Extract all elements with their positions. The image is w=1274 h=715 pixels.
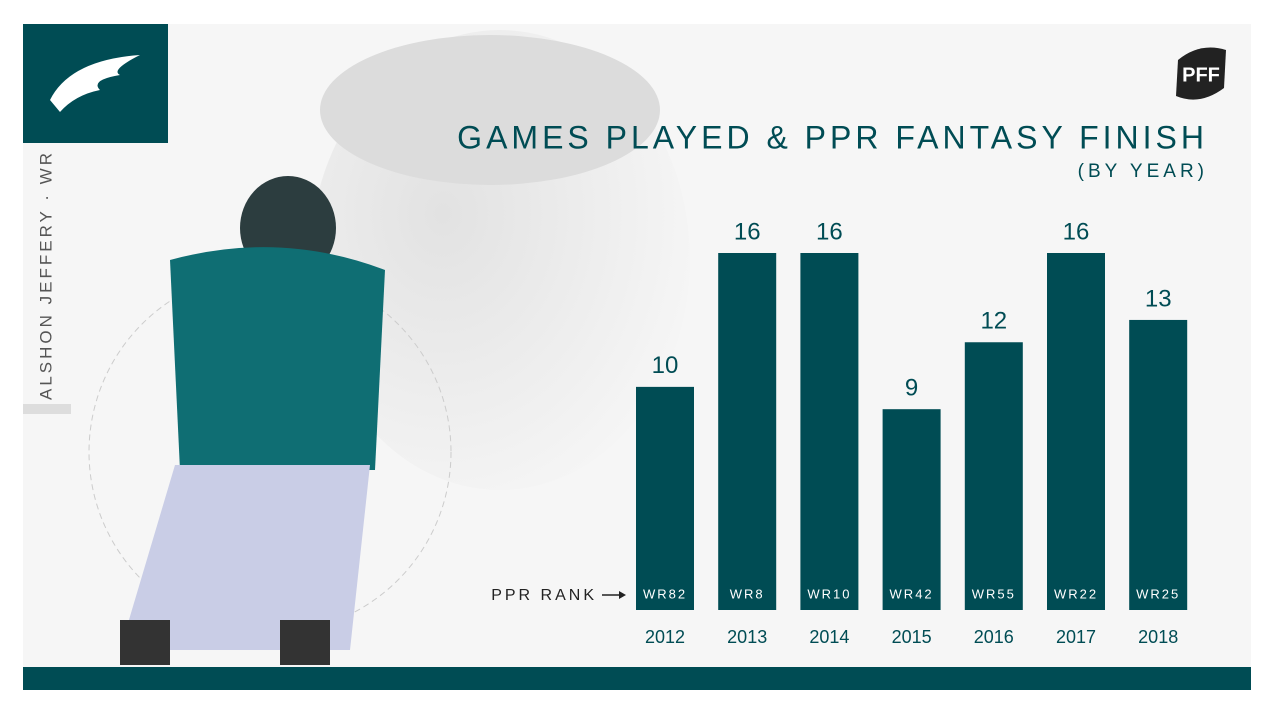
side-accent xyxy=(23,404,71,414)
portrait-cap xyxy=(320,35,660,185)
bar xyxy=(1047,253,1105,610)
rank-arrowhead xyxy=(619,591,626,599)
x-tick-label: 2012 xyxy=(645,627,685,647)
player-photo xyxy=(120,176,385,665)
x-tick-label: 2016 xyxy=(974,627,1014,647)
x-tick-label: 2017 xyxy=(1056,627,1096,647)
rank-value: WR10 xyxy=(807,586,851,601)
bar xyxy=(882,409,941,610)
brand-logo xyxy=(1176,47,1226,100)
chart-subtitle: (BY YEAR) xyxy=(1078,161,1208,182)
rank-label: PPR RANK xyxy=(491,587,597,604)
x-tick-label: 2015 xyxy=(892,627,932,647)
value-label: 10 xyxy=(652,352,679,379)
bar xyxy=(718,253,777,610)
rank-value: WR82 xyxy=(643,586,687,601)
x-tick-label: 2018 xyxy=(1138,627,1178,647)
value-label: 13 xyxy=(1145,285,1172,312)
value-label: 9 xyxy=(905,375,918,402)
rank-value: WR42 xyxy=(890,586,934,601)
player-name: ALSHON JEFFERY · WR xyxy=(36,150,55,400)
rank-value: WR55 xyxy=(972,586,1016,601)
value-label: 16 xyxy=(1063,218,1090,245)
rank-value: WR22 xyxy=(1054,586,1098,601)
brand-text: PFF xyxy=(1182,64,1220,86)
chart-title: GAMES PLAYED & PPR FANTASY FINISH xyxy=(457,119,1208,155)
footer-bar xyxy=(23,667,1251,690)
rank-value: WR8 xyxy=(730,586,765,601)
bar xyxy=(800,253,859,610)
bar xyxy=(1129,319,1188,610)
x-tick-label: 2014 xyxy=(809,627,849,647)
bar xyxy=(636,386,694,610)
value-label: 16 xyxy=(734,218,761,245)
value-label: 16 xyxy=(816,218,843,245)
x-tick-label: 2013 xyxy=(727,627,767,647)
value-label: 12 xyxy=(980,308,1007,335)
bar xyxy=(964,342,1023,610)
team-logo xyxy=(50,55,140,112)
rank-value: WR25 xyxy=(1136,586,1180,601)
